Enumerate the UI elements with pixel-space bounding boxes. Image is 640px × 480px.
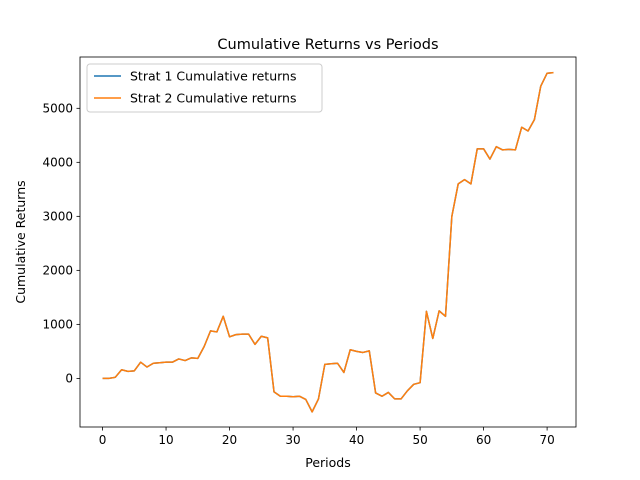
- x-tick-label: 10: [158, 433, 173, 447]
- y-tick-label: 4000: [42, 156, 73, 170]
- x-tick-label: 20: [222, 433, 237, 447]
- series-line-1: [102, 71, 554, 413]
- x-tick-label: 60: [476, 433, 491, 447]
- x-tick-label: 30: [285, 433, 300, 447]
- legend: Strat 1 Cumulative returns Strat 2 Cumula…: [86, 63, 323, 113]
- x-tick-label: 40: [349, 433, 364, 447]
- x-tick-label: 0: [99, 433, 107, 447]
- chart-title: Cumulative Returns vs Periods: [217, 37, 438, 53]
- legend-label-2: Strat 2 Cumulative returns: [130, 91, 297, 106]
- x-tick-label: 50: [412, 433, 427, 447]
- series-line-2: [102, 71, 554, 413]
- y-tick-label: 3000: [42, 210, 73, 224]
- plot-area: 0 10 20 30 40 50 60 70 0 1000 2000 3000 4000 5000: [42, 56, 577, 447]
- y-axis-label: Cumulative Returns: [13, 180, 28, 303]
- y-tick-label: 2000: [42, 264, 73, 278]
- y-tick-label: 0: [65, 372, 73, 386]
- x-axis-label: Periods: [305, 455, 351, 470]
- x-tick-label: 70: [539, 433, 554, 447]
- y-tick-label: 1000: [42, 318, 73, 332]
- y-tick-label: 5000: [42, 102, 73, 116]
- legend-box: [86, 63, 323, 113]
- legend-label-1: Strat 1 Cumulative returns: [130, 69, 297, 84]
- axes-frame: [79, 56, 577, 428]
